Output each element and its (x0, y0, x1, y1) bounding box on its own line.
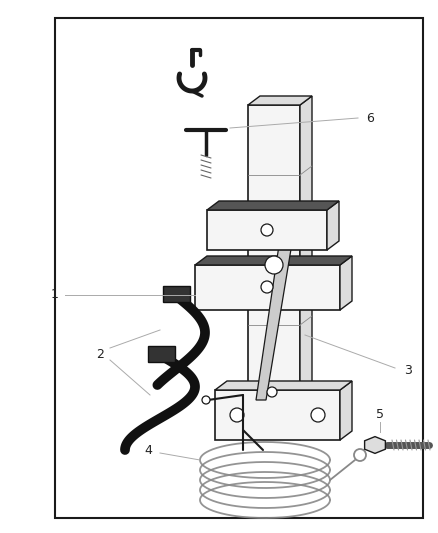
Text: 1: 1 (51, 288, 59, 302)
Polygon shape (340, 256, 352, 310)
Text: 6: 6 (366, 111, 374, 125)
Polygon shape (207, 210, 327, 250)
Polygon shape (207, 201, 339, 210)
Circle shape (261, 281, 273, 293)
Polygon shape (215, 381, 352, 390)
Text: 3: 3 (404, 364, 412, 376)
Circle shape (265, 256, 283, 274)
Circle shape (267, 387, 277, 397)
Circle shape (230, 408, 244, 422)
Circle shape (202, 396, 210, 404)
Polygon shape (195, 265, 340, 310)
Polygon shape (248, 105, 300, 420)
Polygon shape (364, 437, 385, 454)
Polygon shape (256, 225, 295, 400)
Polygon shape (215, 390, 340, 440)
Polygon shape (163, 286, 190, 302)
Circle shape (354, 449, 366, 461)
Polygon shape (300, 96, 312, 420)
Circle shape (261, 224, 273, 236)
Polygon shape (340, 381, 352, 440)
Polygon shape (148, 346, 175, 362)
Text: 2: 2 (96, 349, 104, 361)
Polygon shape (248, 96, 312, 105)
Circle shape (311, 408, 325, 422)
Polygon shape (195, 256, 352, 265)
Text: 5: 5 (376, 408, 384, 422)
Polygon shape (327, 201, 339, 250)
Text: 4: 4 (144, 443, 152, 456)
Bar (55, 18, 423, 518)
